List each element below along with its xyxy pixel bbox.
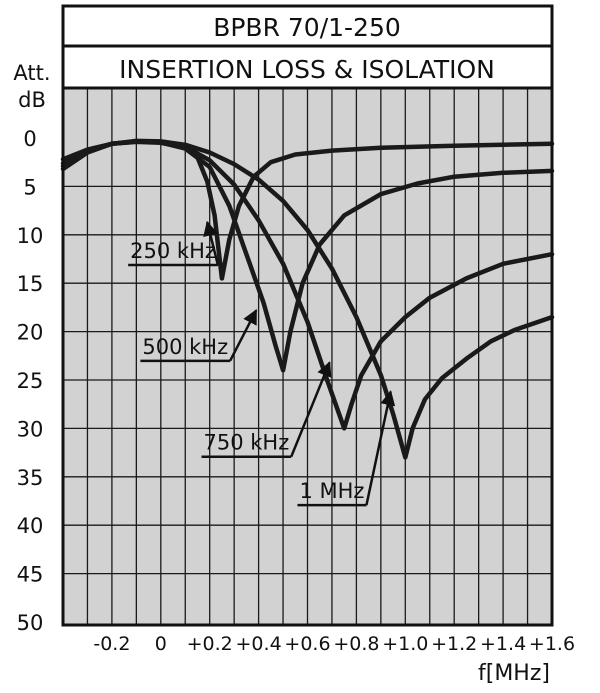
y-tick-label: 40 [17, 514, 44, 538]
x-tick-label: +0.2 [187, 633, 233, 655]
series-label: 500 kHz [142, 335, 228, 359]
chart-subtitle: INSERTION LOSS & ISOLATION [119, 55, 495, 84]
x-tick-label: +1.2 [431, 633, 477, 655]
series-label: 1 MHz [299, 479, 364, 503]
series-label: 250 kHz [130, 239, 216, 263]
plot-frame [61, 86, 554, 627]
y-tick-label: 35 [17, 466, 44, 490]
x-tick-labels: -0.2 0 +0.2 +0.4 +0.6 +0.8 +1.0 +1.2 +1.4 +1.6 [93, 633, 575, 655]
x-tick-label: 0 [155, 633, 167, 655]
x-tick-label: +0.6 [284, 633, 330, 655]
y-tick-labels: 0 5 10 15 20 25 30 35 40 45 50 [17, 127, 44, 635]
series-label: 750 kHz [204, 431, 290, 455]
y-tick-label: 0 [23, 127, 36, 151]
y-tick-label: 25 [17, 369, 44, 393]
y-tick-label: 5 [23, 175, 36, 199]
x-tick-label: +1.0 [382, 633, 428, 655]
x-tick-label: +0.4 [236, 633, 282, 655]
y-tick-label: 15 [17, 272, 44, 296]
x-tick-label: +0.8 [333, 633, 379, 655]
x-tick-label: +1.6 [529, 633, 575, 655]
x-axis-label: f[MHz] [478, 661, 550, 686]
series-line [60, 138, 555, 460]
y-tick-label: 20 [17, 321, 44, 345]
series-label-arrow [365, 390, 396, 506]
series-labels: 250 kHz 500 kHz 750 kHz 1 MHz [128, 220, 396, 507]
series-label-arrow [229, 308, 258, 362]
y-tick-label: 10 [17, 224, 44, 248]
y-tick-label: 50 [17, 611, 44, 635]
y-tick-label: 30 [17, 417, 44, 441]
series-label-arrow [290, 361, 332, 458]
chart-title: BPBR 70/1-250 [213, 13, 401, 42]
x-tick-label: +1.4 [480, 633, 526, 655]
gridlines [63, 88, 552, 625]
y-axis-label-db: dB [18, 88, 46, 112]
x-tick-label: -0.2 [93, 633, 130, 655]
curves [60, 138, 555, 460]
series-label-arrow [203, 220, 220, 266]
y-tick-label: 45 [17, 563, 44, 587]
y-axis-label-att: Att. [13, 61, 50, 85]
